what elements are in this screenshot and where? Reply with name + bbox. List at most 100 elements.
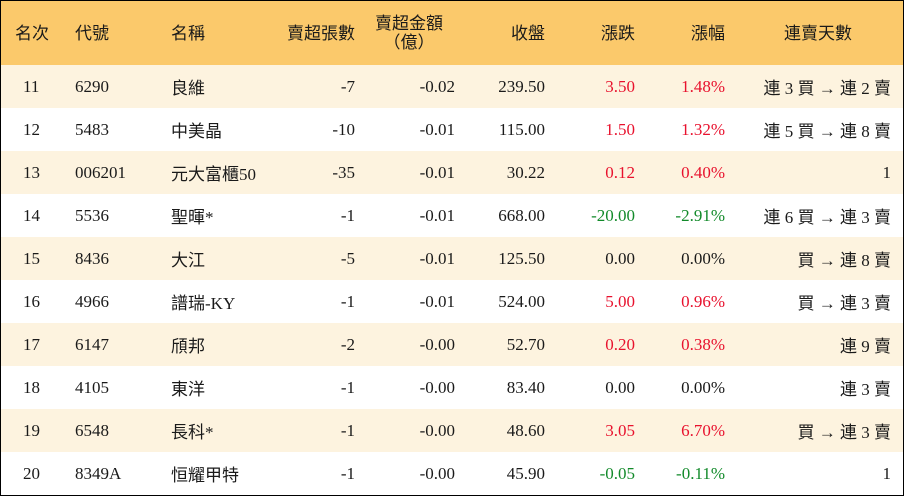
header-net-sell-lots[interactable]: 賣超張數 xyxy=(287,23,355,43)
stock-code-cell: 8436 xyxy=(75,248,109,268)
net-sell-amount-cell: -0.01 xyxy=(419,162,455,182)
stock-code-cell: 6147 xyxy=(75,334,109,354)
net-sell-amount-cell: -0.00 xyxy=(419,420,455,440)
stock-code-cell: 5483 xyxy=(75,119,109,139)
rank-cell: 12 xyxy=(23,119,40,139)
change-pct-cell: 0.00% xyxy=(681,248,725,268)
sell-streak-cell: 連 6 買 → 連 3 賣 xyxy=(763,208,892,227)
rank-cell: 19 xyxy=(23,420,40,440)
close-price-cell: 52.70 xyxy=(506,334,545,354)
table-row[interactable]: 20 8349A 恒耀甲特 -1 -0.00 45.90 -0.05 -0.11% 1 xyxy=(1,452,903,495)
table-header: 名次 代號 名稱 賣超張數 賣超金額 （億） 收盤 漲跌 漲幅 連賣天數 xyxy=(1,1,903,65)
rank-cell: 17 xyxy=(23,334,40,354)
sell-streak-cell: 連 3 賣 xyxy=(840,380,891,399)
change-cell: -20.00 xyxy=(591,205,635,225)
stock-name-cell: 聖暉* xyxy=(171,208,214,227)
net-sell-lots-cell: -1 xyxy=(340,420,355,440)
net-sell-lots-cell: -1 xyxy=(340,205,355,225)
change-pct-cell: 0.40% xyxy=(681,162,725,182)
sell-streak-cell: 買 → 連 8 賣 xyxy=(797,251,892,270)
table-row[interactable]: 13 006201 元大富櫃50 -35 -0.01 30.22 0.12 0.40% 1 xyxy=(1,151,903,194)
change-cell: 0.00 xyxy=(605,377,635,397)
rank-cell: 15 xyxy=(23,248,40,268)
change-pct-cell: 1.32% xyxy=(681,119,725,139)
rank-cell: 11 xyxy=(23,76,40,96)
change-pct-cell: 0.00% xyxy=(681,377,725,397)
change-cell: 0.00 xyxy=(605,248,635,268)
net-sell-lots-cell: -5 xyxy=(340,248,355,268)
header-net-sell-amount[interactable]: 賣超金額 （億） xyxy=(363,1,463,65)
header-change[interactable]: 漲跌 xyxy=(601,23,635,43)
table-row[interactable]: 12 5483 中美晶 -10 -0.01 115.00 1.50 1.32% 連 5 買 → … xyxy=(1,108,903,151)
net-sell-amount-cell: -0.01 xyxy=(419,119,455,139)
table-row[interactable]: 14 5536 聖暉* -1 -0.01 668.00 -20.00 -2.91% 連 6 買 … xyxy=(1,194,903,237)
header-streak[interactable]: 連賣天數 xyxy=(784,23,852,43)
net-sell-amount-cell: -0.02 xyxy=(419,76,455,96)
change-cell: 5.00 xyxy=(605,291,635,311)
change-cell: 3.50 xyxy=(605,76,635,96)
net-sell-amount-cell: -0.01 xyxy=(419,291,455,311)
close-price-cell: 239.50 xyxy=(498,76,545,96)
sell-streak-cell: 連 3 買 → 連 2 賣 xyxy=(763,79,892,98)
change-cell: 1.50 xyxy=(605,119,635,139)
table-row[interactable]: 16 4966 譜瑞-KY -1 -0.01 524.00 5.00 0.96% 買 → 連 3… xyxy=(1,280,903,323)
stock-code-cell: 5536 xyxy=(75,205,109,225)
sell-streak-cell: 1 xyxy=(882,162,892,182)
change-cell: 0.12 xyxy=(605,162,635,182)
stock-name-cell: 元大富櫃50 xyxy=(171,165,256,184)
stock-code-cell: 4966 xyxy=(75,291,109,311)
header-close[interactable]: 收盤 xyxy=(511,23,545,43)
stock-name-cell: 大江 xyxy=(171,251,205,270)
sell-streak-cell: 買 → 連 3 賣 xyxy=(797,294,892,313)
header-code[interactable]: 代號 xyxy=(75,23,109,43)
rank-cell: 18 xyxy=(23,377,40,397)
sell-streak-cell: 1 xyxy=(882,463,892,483)
change-cell: 3.05 xyxy=(605,420,635,440)
header-rank[interactable]: 名次 xyxy=(15,23,49,43)
table-row[interactable]: 17 6147 頎邦 -2 -0.00 52.70 0.20 0.38% 連 9 賣 xyxy=(1,323,903,366)
change-pct-cell: 1.48% xyxy=(681,76,725,96)
net-sell-amount-cell: -0.01 xyxy=(419,205,455,225)
stock-code-cell: 8349A xyxy=(75,463,122,483)
stock-name-cell: 中美晶 xyxy=(171,122,222,141)
net-sell-amount-cell: -0.00 xyxy=(419,377,455,397)
net-sell-amount-cell: -0.01 xyxy=(419,248,455,268)
net-sell-lots-cell: -35 xyxy=(332,162,355,182)
stock-code-cell: 6548 xyxy=(75,420,109,440)
rank-cell: 14 xyxy=(23,205,40,225)
rank-cell: 20 xyxy=(23,463,40,483)
header-name[interactable]: 名稱 xyxy=(171,23,205,43)
close-price-cell: 115.00 xyxy=(498,119,545,139)
net-sell-lots-cell: -1 xyxy=(340,377,355,397)
sell-streak-cell: 連 9 賣 xyxy=(840,337,891,356)
change-cell: -0.05 xyxy=(599,463,635,483)
stock-name-cell: 頎邦 xyxy=(171,337,205,356)
header-change-pct[interactable]: 漲幅 xyxy=(691,23,725,43)
sell-streak-cell: 買 → 連 3 賣 xyxy=(797,423,892,442)
stock-code-cell: 4105 xyxy=(75,377,109,397)
close-price-cell: 125.50 xyxy=(498,248,545,268)
net-sell-amount-cell: -0.00 xyxy=(419,463,455,483)
table-row[interactable]: 11 6290 良維 -7 -0.02 239.50 3.50 1.48% 連 3 買 → 連 … xyxy=(1,65,903,108)
change-pct-cell: 0.96% xyxy=(681,291,725,311)
rank-cell: 16 xyxy=(23,291,40,311)
close-price-cell: 45.90 xyxy=(506,463,545,483)
stock-code-cell: 6290 xyxy=(75,76,109,96)
stock-name-cell: 良維 xyxy=(171,79,205,98)
table-row[interactable]: 19 6548 長科* -1 -0.00 48.60 3.05 6.70% 買 → 連 3 賣 xyxy=(1,409,903,452)
table-row[interactable]: 15 8436 大江 -5 -0.01 125.50 0.00 0.00% 買 → 連 8 賣 xyxy=(1,237,903,280)
close-price-cell: 668.00 xyxy=(498,205,545,225)
net-sell-lots-cell: -2 xyxy=(340,334,355,354)
stock-name-cell: 恒耀甲特 xyxy=(171,466,239,485)
stock-code-cell: 006201 xyxy=(75,162,126,182)
change-pct-cell: -2.91% xyxy=(675,205,725,225)
net-sell-lots-cell: -1 xyxy=(340,463,355,483)
table-row[interactable]: 18 4105 東洋 -1 -0.00 83.40 0.00 0.00% 連 3 賣 xyxy=(1,366,903,409)
change-pct-cell: 6.70% xyxy=(681,420,725,440)
rank-cell: 13 xyxy=(23,162,40,182)
net-sell-lots-cell: -7 xyxy=(340,76,355,96)
stock-name-cell: 長科* xyxy=(171,423,214,442)
table-body: 11 6290 良維 -7 -0.02 239.50 3.50 1.48% 連 3 買 → 連 … xyxy=(1,65,903,495)
